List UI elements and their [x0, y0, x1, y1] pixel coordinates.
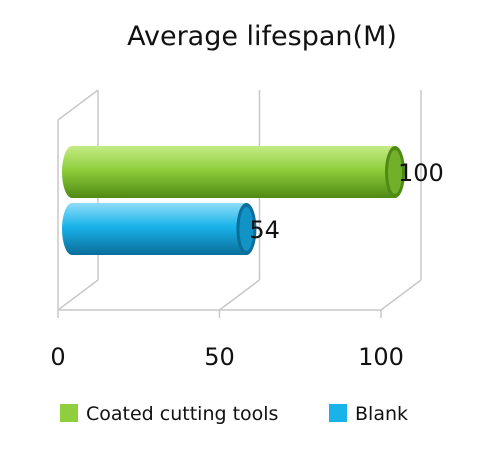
legend-swatch-blank — [329, 404, 347, 422]
x-axis-ticks: 0 50 100 — [50, 309, 404, 371]
bar-blank-body — [72, 203, 247, 255]
bar-blank-end-cap-face — [239, 207, 254, 251]
bar-coated-body — [72, 146, 395, 198]
chart-title: Average lifespan(M) — [127, 21, 397, 52]
legend-swatch-coated — [60, 404, 78, 422]
legend-label-coated: Coated cutting tools — [86, 403, 278, 425]
bar-coated-end-cap-face — [388, 150, 402, 194]
gridline-floor-2 — [380, 279, 422, 311]
x-tick-label-0: 0 — [50, 343, 65, 371]
data-labels: 100 54 — [249, 159, 443, 244]
bars — [62, 146, 405, 255]
data-label-coated: 100 — [398, 159, 444, 187]
gridline-floor-1 — [219, 279, 260, 311]
legend: Coated cutting tools Blank — [60, 403, 408, 425]
bar-blank — [62, 203, 257, 255]
legend-label-blank: Blank — [355, 403, 408, 425]
data-label-blank: 54 — [249, 216, 280, 244]
wall-edge — [57, 89, 99, 121]
bar-coated — [62, 146, 405, 198]
x-tick-label-1: 50 — [204, 343, 235, 371]
gridline-floor-0 — [57, 279, 99, 311]
gridlines — [57, 89, 422, 311]
x-tick-label-2: 100 — [358, 343, 404, 371]
